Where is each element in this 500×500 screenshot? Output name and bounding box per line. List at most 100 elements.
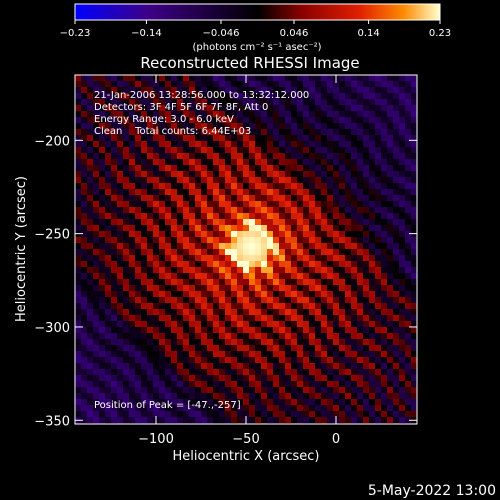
heatmap-cell: [369, 369, 376, 376]
heatmap-cell: [93, 303, 100, 310]
heatmap-cell: [381, 111, 388, 118]
heatmap-cell: [261, 111, 268, 118]
heatmap-cell: [87, 195, 94, 202]
heatmap-cell: [291, 351, 298, 358]
heatmap-cell: [201, 297, 208, 304]
heatmap-cell: [141, 99, 148, 106]
heatmap-cell: [345, 147, 352, 154]
heatmap-cell: [267, 105, 274, 112]
heatmap-cell: [279, 123, 286, 130]
heatmap-cell: [135, 213, 142, 220]
heatmap-cell: [291, 369, 298, 376]
heatmap-cell: [81, 195, 88, 202]
heatmap-cell: [99, 315, 106, 322]
heatmap-cell: [339, 147, 346, 154]
heatmap-cell: [357, 99, 364, 106]
heatmap-cell: [165, 237, 172, 244]
heatmap-cell: [357, 357, 364, 364]
heatmap-cell: [75, 81, 82, 88]
heatmap-cell: [399, 183, 406, 190]
heatmap-cell: [321, 351, 328, 358]
heatmap-cell: [201, 363, 208, 370]
heatmap-cell: [183, 207, 190, 214]
heatmap-cell: [315, 117, 322, 124]
heatmap-cell: [273, 279, 280, 286]
heatmap-cell: [171, 393, 178, 400]
heatmap-cell: [87, 333, 94, 340]
heatmap-cell: [177, 237, 184, 244]
heatmap-cell: [201, 357, 208, 364]
heatmap-cell: [381, 141, 388, 148]
heatmap-cell: [153, 111, 160, 118]
heatmap-cell: [381, 219, 388, 226]
heatmap-cell: [333, 249, 340, 256]
heatmap-cell: [189, 351, 196, 358]
heatmap-cell: [297, 333, 304, 340]
heatmap-cell: [375, 87, 382, 94]
heatmap-cell: [105, 87, 112, 94]
heatmap-cell: [207, 99, 214, 106]
heatmap-cell: [87, 75, 94, 82]
heatmap-cell: [225, 93, 232, 100]
heatmap-cell: [93, 357, 100, 364]
heatmap-cell: [231, 213, 238, 220]
heatmap-cell: [147, 309, 154, 316]
heatmap-cell: [237, 105, 244, 112]
heatmap-cell: [171, 309, 178, 316]
heatmap-cell: [165, 351, 172, 358]
heatmap-cell: [243, 231, 250, 238]
heatmap-cell: [75, 183, 82, 190]
heatmap-cell: [75, 129, 82, 136]
heatmap-cell: [291, 195, 298, 202]
heatmap-cell: [183, 273, 190, 280]
heatmap-cell: [183, 201, 190, 208]
heatmap-cell: [261, 225, 268, 232]
heatmap-cell: [195, 207, 202, 214]
heatmap-cell: [249, 357, 256, 364]
heatmap-cell: [273, 321, 280, 328]
heatmap-cell: [165, 219, 172, 226]
heatmap-cell: [249, 231, 256, 238]
heatmap-cell: [351, 93, 358, 100]
heatmap-cell: [369, 231, 376, 238]
heatmap-cell: [87, 225, 94, 232]
heatmap-cell: [303, 177, 310, 184]
heatmap-cell: [303, 219, 310, 226]
heatmap-cell: [363, 381, 370, 388]
heatmap-cell: [261, 213, 268, 220]
heatmap-cell: [297, 411, 304, 418]
heatmap-cell: [399, 147, 406, 154]
heatmap-cell: [237, 135, 244, 142]
heatmap-cell: [111, 369, 118, 376]
heatmap-cell: [375, 411, 382, 418]
heatmap-cell: [297, 153, 304, 160]
heatmap-cell: [297, 147, 304, 154]
heatmap-cell: [405, 219, 412, 226]
heatmap-cell: [339, 381, 346, 388]
heatmap-cell: [165, 249, 172, 256]
heatmap-cell: [399, 387, 406, 394]
heatmap-cell: [129, 123, 136, 130]
heatmap-cell: [183, 315, 190, 322]
heatmap-cell: [291, 387, 298, 394]
heatmap-cell: [129, 171, 136, 178]
heatmap-cell: [165, 231, 172, 238]
heatmap-cell: [93, 351, 100, 358]
heatmap-cell: [237, 111, 244, 118]
heatmap-cell: [291, 129, 298, 136]
heatmap-cell: [249, 177, 256, 184]
heatmap-cell: [255, 189, 262, 196]
heatmap-cell: [219, 195, 226, 202]
heatmap-cell: [249, 417, 256, 424]
heatmap-cell: [171, 255, 178, 262]
heatmap-cell: [381, 87, 388, 94]
heatmap-cell: [201, 153, 208, 160]
heatmap-cell: [273, 405, 280, 412]
heatmap-cell: [309, 231, 316, 238]
heatmap-cell: [375, 177, 382, 184]
heatmap-cell: [261, 231, 268, 238]
heatmap-cell: [189, 177, 196, 184]
heatmap-cell: [147, 279, 154, 286]
heatmap-cell: [249, 75, 256, 82]
heatmap-cell: [333, 291, 340, 298]
